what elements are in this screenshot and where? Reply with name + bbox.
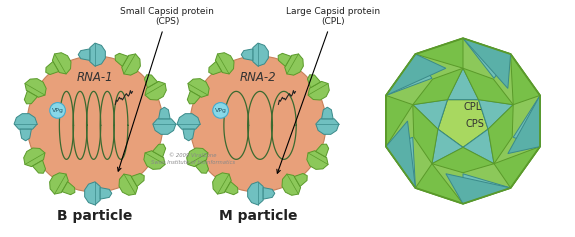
Polygon shape: [144, 75, 158, 88]
Polygon shape: [115, 53, 128, 66]
Polygon shape: [413, 105, 438, 164]
Polygon shape: [153, 119, 176, 134]
Text: © 2009 ViralZone
Swiss Institute of bioinformatics: © 2009 ViralZone Swiss Institute of bioi…: [151, 153, 235, 165]
Polygon shape: [119, 174, 137, 195]
Polygon shape: [152, 144, 166, 157]
Polygon shape: [463, 38, 511, 78]
Polygon shape: [488, 105, 513, 164]
Ellipse shape: [190, 56, 326, 192]
Polygon shape: [213, 173, 231, 194]
Polygon shape: [386, 38, 540, 204]
Polygon shape: [432, 129, 463, 164]
Polygon shape: [508, 96, 540, 154]
Polygon shape: [177, 114, 200, 129]
Polygon shape: [415, 38, 463, 68]
Polygon shape: [447, 68, 478, 100]
Polygon shape: [209, 62, 222, 75]
Polygon shape: [285, 54, 304, 75]
Polygon shape: [49, 173, 68, 194]
Polygon shape: [187, 91, 200, 104]
Polygon shape: [263, 187, 275, 199]
Polygon shape: [131, 173, 144, 187]
Text: RNA-2: RNA-2: [240, 71, 277, 84]
Polygon shape: [386, 54, 446, 96]
Text: B particle: B particle: [58, 209, 133, 223]
Polygon shape: [225, 182, 238, 195]
Polygon shape: [386, 121, 415, 188]
Polygon shape: [446, 174, 511, 204]
Polygon shape: [386, 54, 432, 96]
Polygon shape: [78, 49, 90, 60]
Polygon shape: [20, 129, 32, 141]
Polygon shape: [253, 43, 269, 66]
Polygon shape: [463, 68, 513, 105]
Polygon shape: [316, 119, 339, 134]
Polygon shape: [188, 79, 209, 97]
Polygon shape: [463, 174, 511, 204]
Text: VPg: VPg: [214, 108, 227, 113]
Polygon shape: [144, 151, 165, 169]
Polygon shape: [241, 49, 253, 60]
Polygon shape: [14, 114, 37, 129]
Polygon shape: [52, 53, 71, 74]
Polygon shape: [463, 129, 494, 164]
Polygon shape: [25, 79, 46, 97]
Text: M particle: M particle: [218, 209, 297, 223]
Polygon shape: [307, 151, 328, 169]
Polygon shape: [159, 107, 170, 119]
Polygon shape: [321, 107, 333, 119]
Polygon shape: [494, 146, 540, 188]
Ellipse shape: [27, 56, 163, 192]
Polygon shape: [386, 96, 413, 146]
Text: VPg: VPg: [52, 108, 63, 113]
Polygon shape: [413, 68, 463, 105]
Polygon shape: [187, 148, 208, 167]
Polygon shape: [33, 160, 45, 173]
Circle shape: [213, 103, 228, 118]
Polygon shape: [463, 38, 511, 88]
Polygon shape: [511, 54, 540, 105]
Polygon shape: [46, 62, 59, 75]
Polygon shape: [308, 81, 329, 100]
Text: CPL: CPL: [464, 102, 482, 112]
Polygon shape: [294, 173, 307, 187]
Polygon shape: [100, 187, 112, 199]
Polygon shape: [90, 43, 105, 66]
Polygon shape: [62, 182, 75, 195]
Polygon shape: [478, 100, 513, 129]
Circle shape: [50, 103, 66, 118]
Polygon shape: [85, 182, 100, 205]
Text: Large Capsid protein
(CPL): Large Capsid protein (CPL): [277, 7, 380, 173]
Polygon shape: [248, 182, 263, 205]
Polygon shape: [24, 148, 45, 167]
Text: CPS: CPS: [466, 119, 484, 129]
Polygon shape: [316, 144, 329, 157]
Text: Small Capsid protein
(CPS): Small Capsid protein (CPS): [117, 7, 214, 171]
Polygon shape: [196, 160, 209, 173]
Polygon shape: [183, 129, 194, 141]
Polygon shape: [438, 100, 488, 147]
Text: RNA-1: RNA-1: [76, 71, 113, 84]
Polygon shape: [386, 137, 415, 188]
Polygon shape: [415, 164, 463, 204]
Polygon shape: [308, 75, 320, 88]
Polygon shape: [513, 96, 540, 146]
Polygon shape: [278, 53, 291, 66]
Polygon shape: [432, 147, 494, 173]
Polygon shape: [282, 174, 301, 195]
Polygon shape: [413, 100, 447, 129]
Polygon shape: [24, 91, 37, 104]
Polygon shape: [145, 81, 166, 100]
Polygon shape: [216, 53, 234, 74]
Polygon shape: [122, 54, 140, 75]
